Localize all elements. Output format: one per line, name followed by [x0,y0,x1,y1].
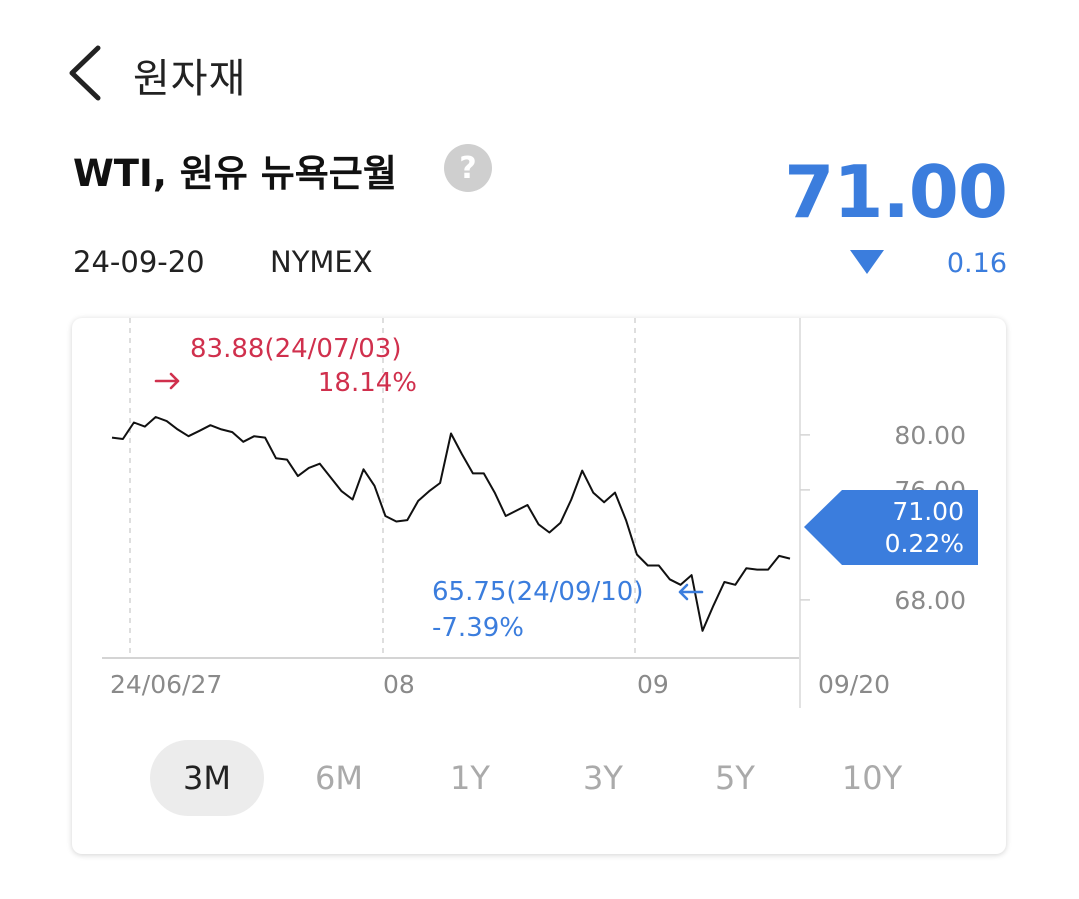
x-tick-label: 09 [637,670,669,699]
page-title: 원자재 [133,56,247,102]
range-3y-button[interactable]: 3Y [583,759,623,797]
range-10y-button[interactable]: 10Y [841,759,903,797]
range-selector: 3M 6M 1Y 3Y 5Y 10Y [150,740,950,816]
price-change: 0.16 [946,248,1007,279]
range-1y-button[interactable]: 1Y [450,759,490,797]
price-chart[interactable]: 80.0076.0068.0024/06/27080909/2083.88(24… [72,318,1006,718]
help-icon[interactable]: ? [444,144,492,192]
arrow-left-icon [678,583,704,601]
low-value-label: 65.75(24/09/10) [432,577,644,607]
chevron-left-icon [69,45,101,101]
low-percent-label: -7.39% [432,613,524,643]
y-tick-label: 68.00 [894,586,966,615]
exchange-name: NYMEX [270,245,373,279]
chart-card: 80.0076.0068.0024/06/27080909/2083.88(24… [72,318,1006,854]
current-value-callout [804,490,978,565]
high-value-label: 83.88(24/07/03) [190,334,402,364]
app-header: 원자재 [0,0,1079,140]
x-tick-label: 24/06/27 [110,670,222,699]
arrow-right-icon [154,372,180,390]
quote-date: 24-09-20 [73,245,205,279]
y-tick-label: 80.00 [894,421,966,450]
current-price: 71.00 [784,150,1008,234]
back-button[interactable] [62,42,112,104]
x-tick-label: 09/20 [818,670,890,699]
callout-percent: 0.22% [885,529,964,558]
callout-value: 71.00 [892,497,964,526]
x-tick-label: 08 [383,670,415,699]
down-triangle-icon [850,250,884,274]
range-3m-button[interactable]: 3M [150,740,264,816]
high-percent-label: 18.14% [318,368,417,398]
range-6m-button[interactable]: 6M [315,759,363,797]
instrument-name: WTI, 원유 뉴욕근월 [73,152,397,195]
price-series-line [111,416,791,632]
range-5y-button[interactable]: 5Y [715,759,755,797]
